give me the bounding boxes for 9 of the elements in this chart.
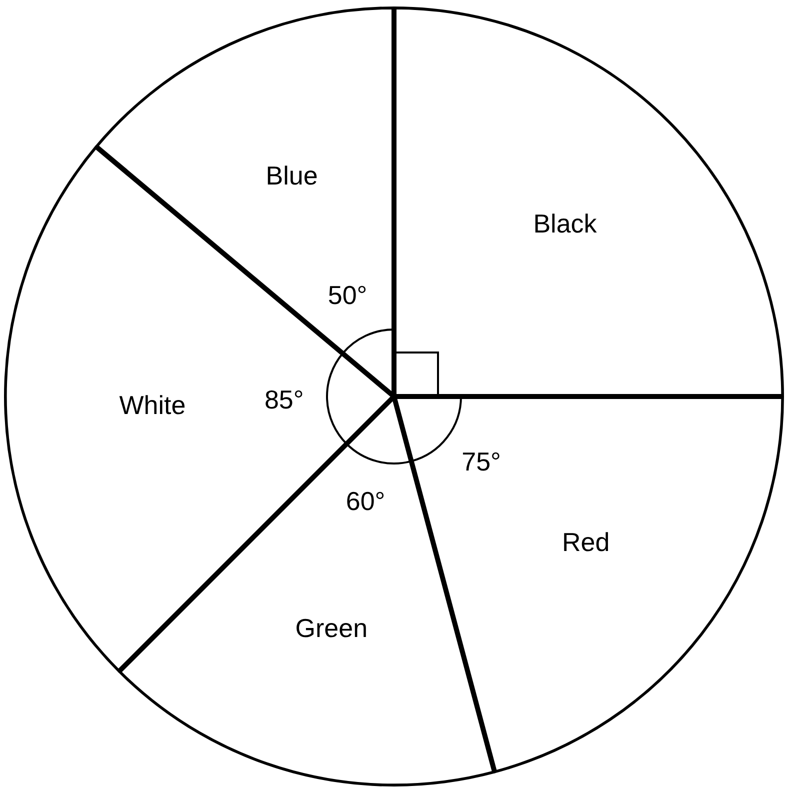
data-label: 60° bbox=[346, 486, 386, 516]
slice-label: Green bbox=[295, 613, 368, 644]
slice-label: White bbox=[119, 390, 186, 420]
slice-label: Black bbox=[533, 208, 598, 239]
data-label: 75° bbox=[462, 446, 501, 477]
slice-label: Blue bbox=[266, 160, 318, 191]
data-label: 50° bbox=[328, 280, 368, 310]
slice-label: Red bbox=[562, 526, 610, 557]
data-label: 85° bbox=[264, 384, 304, 414]
